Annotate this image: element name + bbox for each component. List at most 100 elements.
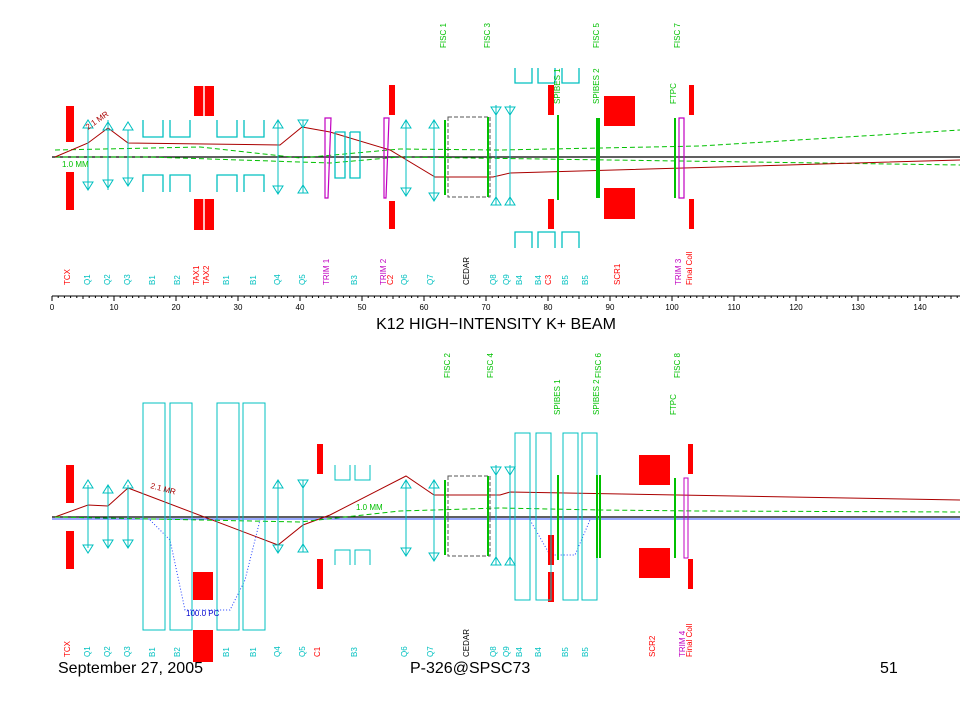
- label-fisc-1: FISC 1: [439, 23, 448, 48]
- svg-text:B1: B1: [249, 647, 258, 657]
- svg-text:B4: B4: [534, 647, 543, 657]
- axis-tick-label: 60: [420, 303, 429, 312]
- label-spibes-1-b: SPIBES 1: [553, 379, 562, 415]
- svg-text:Q4: Q4: [273, 646, 282, 657]
- label-b3: B3: [350, 275, 359, 285]
- label-ftpc: FTPC: [669, 83, 678, 104]
- label-q3: Q3: [123, 274, 132, 285]
- label-spibes-2: SPIBES 2: [592, 68, 601, 104]
- distance-axis: 0 10 20 30 40 50 60 70 80 90 100 110 120 130 140: [50, 295, 960, 312]
- label-q8: Q8: [489, 274, 498, 285]
- svg-text:B3: B3: [350, 647, 359, 657]
- c1-lower: [317, 559, 323, 589]
- scr2-upper: [639, 455, 670, 485]
- dipoles: [142, 68, 580, 248]
- axis-tick-label: 20: [172, 303, 181, 312]
- tax-b2: [193, 630, 213, 662]
- label-b5b: B5: [581, 275, 590, 285]
- label-ftpc-b: FTPC: [669, 394, 678, 415]
- tax-b1: [193, 572, 213, 600]
- label-trim-2: TRIM 2: [379, 258, 388, 285]
- axis-tick-label: 10: [110, 303, 119, 312]
- svg-text:B4: B4: [515, 647, 524, 657]
- tcx-lower-b: [66, 531, 74, 569]
- c1-upper: [317, 444, 323, 474]
- cedar-box-bottom: [447, 475, 491, 557]
- label-fisc-7: FISC 7: [673, 23, 682, 48]
- label-c2: C2: [386, 274, 395, 285]
- label-final-coll: Final Coll: [685, 251, 694, 285]
- angle-annotation: 2.1 MR: [84, 109, 110, 131]
- quadrupoles: [82, 105, 516, 206]
- label-trim-1: TRIM 1: [322, 258, 331, 285]
- svg-text:B5: B5: [581, 647, 590, 657]
- vertical-envelope: [55, 156, 960, 166]
- beam-trajectory-bottom: [54, 475, 960, 546]
- label-c3: C3: [544, 274, 553, 285]
- page-number: 51: [880, 660, 898, 677]
- size-annotation: 1.0 MM: [62, 160, 89, 169]
- collimator-tcx-upper: [66, 106, 74, 142]
- label-q5: Q5: [298, 274, 307, 285]
- quadrupoles-bottom: [82, 465, 516, 566]
- label-q2: Q2: [103, 274, 112, 285]
- svg-text:B1: B1: [148, 647, 157, 657]
- label-b1b: B1: [222, 275, 231, 285]
- label-q7: Q7: [426, 274, 435, 285]
- label-b5: B5: [561, 275, 570, 285]
- footer-id: P-326@SPSC73: [410, 660, 531, 677]
- svg-text:Q7: Q7: [426, 646, 435, 657]
- c2-lower: [389, 201, 395, 229]
- collimator-tcx-lower: [66, 172, 74, 210]
- angle-annotation-b: 2.1 MR: [149, 481, 176, 496]
- scr2-lower: [639, 548, 670, 578]
- label-q9: Q9: [502, 274, 511, 285]
- axis-tick-label: 30: [234, 303, 243, 312]
- label-trim-3: TRIM 3: [674, 258, 683, 285]
- page-title: K12 HIGH−INTENSITY K+ BEAM: [376, 316, 616, 333]
- svg-text:B5: B5: [561, 647, 570, 657]
- svg-text:B1: B1: [222, 647, 231, 657]
- top-beamline: FISC 1 FISC 3 SPIBES 1 SPIBES 2 FISC 5 F…: [52, 23, 960, 285]
- axis-tick-label: 100: [665, 303, 679, 312]
- label-tax2: TAX2: [202, 265, 211, 285]
- svg-text:Q9: Q9: [502, 646, 511, 657]
- label-b1c: B1: [249, 275, 258, 285]
- axis-tick-label: 0: [50, 303, 55, 312]
- axis-tick-label: 140: [913, 303, 927, 312]
- svg-text:Q1: Q1: [83, 646, 92, 657]
- label-fisc-6: FISC 6: [594, 353, 603, 378]
- label-fisc-4: FISC 4: [486, 353, 495, 378]
- final-coll-upper: [689, 85, 694, 115]
- c3-lower: [548, 199, 554, 229]
- size-annotation-b: 1.0 MM: [356, 503, 383, 512]
- dispersion-annotation: 100.0 PC: [186, 609, 220, 618]
- trim-magnets: [324, 117, 685, 199]
- label-b4b: B4: [534, 275, 543, 285]
- svg-text:TCX: TCX: [63, 640, 72, 657]
- scr1-lower: [604, 188, 635, 219]
- label-q4: Q4: [273, 274, 282, 285]
- label-b2: B2: [173, 275, 182, 285]
- axis-tick-label: 130: [851, 303, 865, 312]
- label-b4: B4: [515, 275, 524, 285]
- label-tcx: TCX: [63, 268, 72, 285]
- axis-tick-label: 50: [358, 303, 367, 312]
- axis-tick-label: 70: [482, 303, 491, 312]
- svg-text:Q5: Q5: [298, 646, 307, 657]
- svg-text:SCR2: SCR2: [648, 635, 657, 657]
- horizontal-envelope: [54, 129, 960, 159]
- svg-text:C1: C1: [313, 646, 322, 657]
- axis-tick-label: 90: [606, 303, 615, 312]
- svg-text:Q2: Q2: [103, 646, 112, 657]
- svg-text:Final Coll: Final Coll: [685, 623, 694, 657]
- label-spibes-2-b: SPIBES 2: [592, 379, 601, 415]
- label-fisc-5: FISC 5: [592, 23, 601, 48]
- final-coll-lower: [689, 199, 694, 229]
- label-fisc-2: FISC 2: [443, 353, 452, 378]
- tcx-upper-b: [66, 465, 74, 503]
- bottom-beamline: FISC 2 FISC 4 SPIBES 1 SPIBES 2 FISC 6 F…: [52, 353, 960, 662]
- scr1-upper: [604, 96, 635, 126]
- cedar-box: [447, 116, 491, 198]
- top-element-labels: TCX Q1 Q2 Q3 B1 B2 TAX1 TAX2 B1 B1 Q4 Q5…: [63, 251, 694, 285]
